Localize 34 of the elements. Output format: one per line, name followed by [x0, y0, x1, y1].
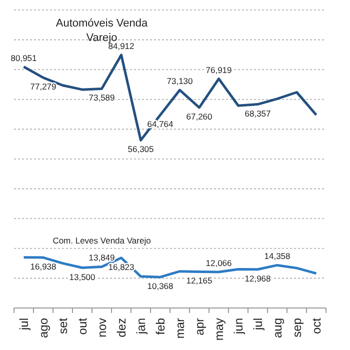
data-label: 76,919	[206, 64, 232, 75]
data-label: 12,165	[186, 276, 213, 286]
text: Automóveis Venda Varejo	[56, 18, 148, 44]
x-tick-label: out	[75, 317, 90, 335]
data-label: 13,849	[88, 252, 116, 263]
data-label: 73,589	[88, 92, 116, 103]
x-tick-label: jul	[16, 318, 31, 332]
data-label: 68,357	[244, 108, 272, 118]
data-label: 10,368	[147, 281, 174, 292]
x-tick-label: jan	[134, 318, 148, 336]
series-label: Com. Leves Venda Varejo	[52, 235, 152, 246]
x-tick-label: feb	[153, 318, 168, 335]
x-tick-label: ago	[36, 318, 50, 338]
x-tick-label: set	[56, 317, 70, 334]
data-label: 77,279	[30, 82, 57, 92]
data-label: 12,066	[206, 258, 232, 268]
x-tick-label: sep	[290, 318, 304, 338]
x-tick-label: dez	[114, 318, 128, 338]
x-tick-label: nov	[94, 318, 109, 338]
x-tick-label: may	[212, 318, 226, 341]
x-tick-label: oct	[309, 317, 324, 334]
data-label: 73,130	[166, 76, 194, 86]
x-tick-label: jun	[231, 318, 246, 336]
x-tick-label: apr	[192, 318, 206, 336]
data-label: 80,951	[10, 52, 38, 63]
data-label: 13,500	[69, 272, 96, 282]
data-label: 12,968	[244, 273, 272, 284]
data-label: 56,305	[128, 144, 154, 154]
x-tick-label: jul	[250, 318, 265, 332]
x-tick-label: mar	[172, 318, 187, 339]
x-tick-label: aug	[270, 318, 284, 338]
data-label: 16,938	[30, 262, 57, 272]
data-label: 14,358	[264, 251, 291, 262]
data-label: 67,260	[186, 112, 213, 122]
